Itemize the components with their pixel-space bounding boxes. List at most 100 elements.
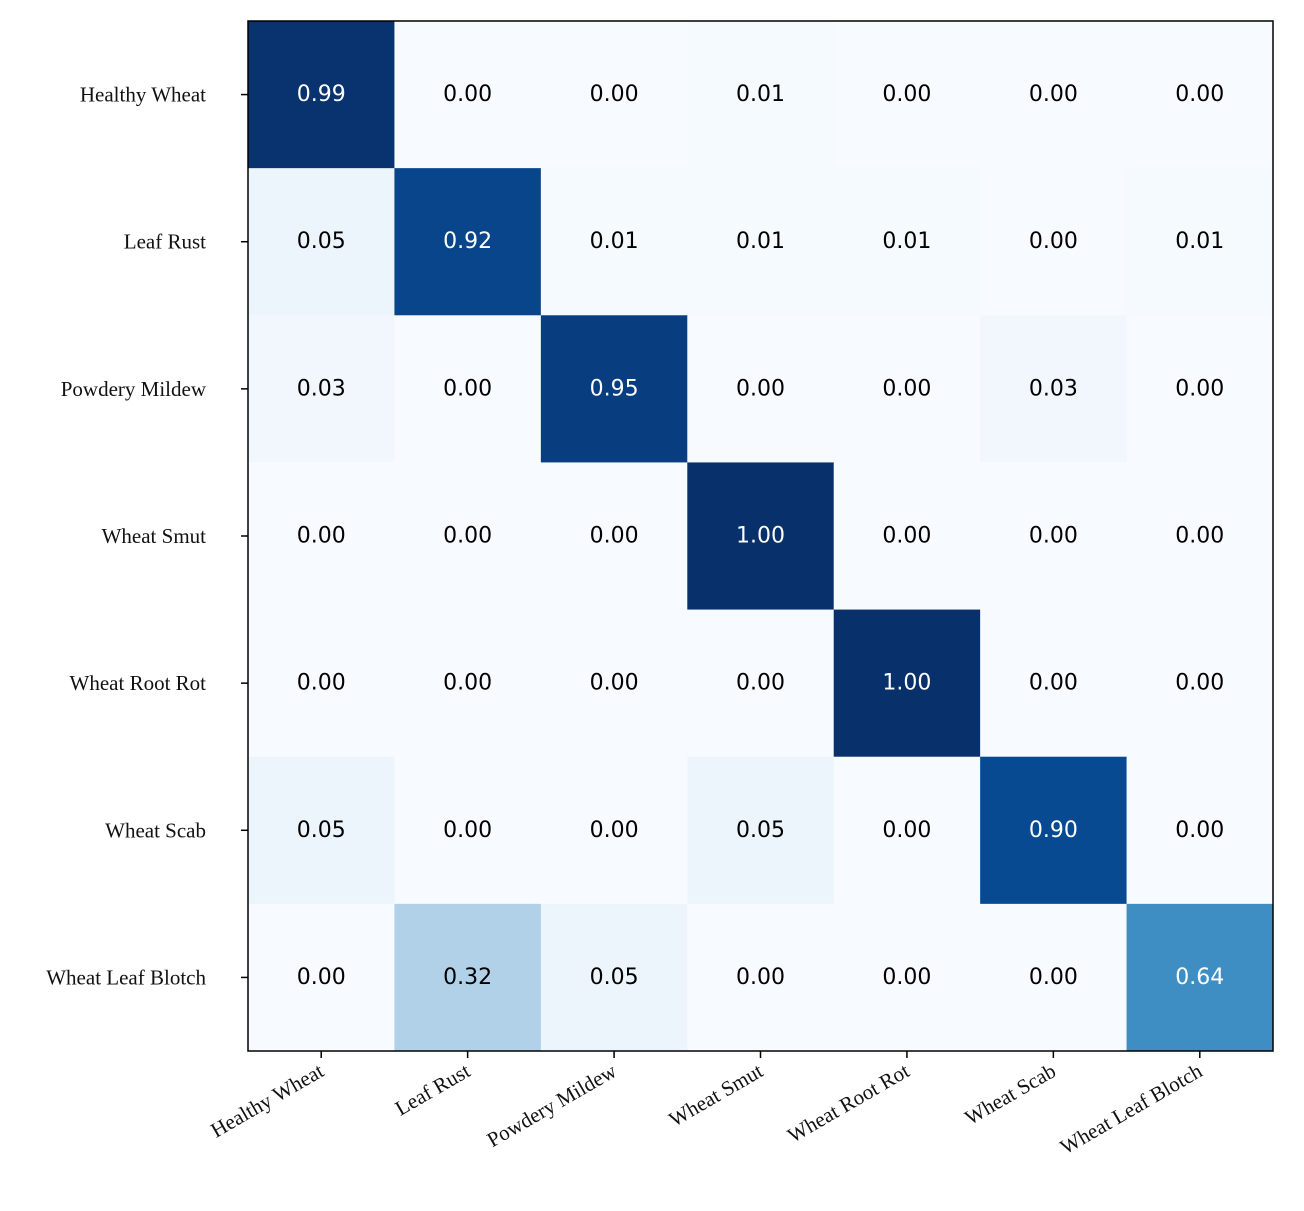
heatmap-cell [394, 315, 542, 463]
heatmap-cell [248, 168, 395, 316]
heatmap-cell [540, 21, 688, 169]
cell-value-label: 0.00 [590, 82, 639, 107]
cell-value-label: 0.00 [443, 524, 492, 549]
y-axis-ticks: Healthy Wheat Leaf Rust Powdery Mildew Whea… [46, 83, 248, 989]
heatmap-cell [980, 21, 1128, 169]
heatmap-cell [980, 168, 1128, 316]
cell-value-label: 0.99 [297, 82, 346, 107]
x-tick-label: Wheat Root Rot [783, 1058, 913, 1147]
heatmap-cell [540, 315, 688, 463]
heatmap-cell [980, 462, 1128, 611]
cell-value-label: 0.00 [1029, 82, 1078, 107]
cell-value-label: 0.00 [443, 82, 492, 107]
heatmap-cell [394, 21, 542, 169]
heatmap-cell [394, 903, 542, 1052]
x-tick-label: Leaf Rust [391, 1058, 474, 1120]
cell-value-label: 0.00 [443, 818, 492, 843]
cell-value-label: 0.03 [297, 376, 346, 401]
heatmap-cell [980, 315, 1128, 463]
x-tick-label: Wheat Smut [665, 1058, 768, 1131]
cell-value-label: 0.00 [1175, 671, 1224, 696]
cell-value-label: 0.00 [1175, 82, 1224, 107]
x-tick-label: Powdery Mildew [483, 1058, 622, 1152]
heatmap-cell [1126, 315, 1274, 463]
cell-value-label: 0.00 [590, 671, 639, 696]
heatmap-cell [687, 462, 835, 611]
heatmap-cell [248, 903, 395, 1052]
heatmap-cell [248, 462, 395, 611]
heatmap-cell [394, 756, 542, 905]
cell-value-label: 0.00 [1175, 524, 1224, 549]
heatmap-cell [687, 315, 835, 463]
heatmap-cell [833, 315, 981, 463]
cell-value-label: 0.01 [736, 229, 785, 254]
cell-value-label: 0.00 [443, 671, 492, 696]
x-tick-label: Wheat Scab [960, 1059, 1059, 1130]
heatmap-cell [980, 756, 1128, 905]
cell-value-label: 0.00 [297, 965, 346, 990]
x-axis-ticks: Healthy Wheat Leaf Rust Powdery Mildew Whea… [206, 1051, 1207, 1159]
cell-value-label: 0.05 [736, 818, 785, 843]
cell-value-labels: 0.99 0.00 0.00 0.01 0.00 0.00 0.00 0.05 0.92 0.01… [297, 82, 1225, 990]
cell-value-label: 0.00 [443, 376, 492, 401]
heatmap-cell [687, 903, 835, 1052]
heatmap-cell [687, 609, 835, 758]
heatmap-cell [394, 462, 542, 611]
heatmap-cell [833, 756, 981, 905]
heatmap-cell [833, 168, 981, 316]
heatmap-cell [540, 168, 688, 316]
heatmap-cell [394, 168, 542, 316]
cell-value-label: 0.90 [1029, 818, 1078, 843]
heatmap-cell [1126, 462, 1274, 611]
cell-value-label: 0.00 [1029, 524, 1078, 549]
cell-value-label: 0.00 [590, 818, 639, 843]
heatmap-cell [687, 756, 835, 905]
heatmap-cell [248, 756, 395, 905]
cell-value-label: 0.92 [443, 229, 492, 254]
cell-value-label: 1.00 [736, 524, 785, 549]
heatmap-cell [980, 903, 1128, 1052]
y-tick-label: Wheat Leaf Blotch [46, 965, 206, 989]
cell-value-label: 0.00 [882, 82, 931, 107]
cell-value-label: 0.01 [882, 229, 931, 254]
cell-value-label: 0.01 [736, 82, 785, 107]
cell-value-label: 0.00 [1029, 965, 1078, 990]
cell-value-label: 0.32 [443, 965, 492, 990]
cell-value-label: 0.01 [1175, 229, 1224, 254]
cell-value-label: 0.00 [1175, 818, 1224, 843]
heatmap-cell [687, 168, 835, 316]
y-tick-label: Wheat Smut [102, 524, 207, 548]
heatmap-cell [248, 315, 395, 463]
y-tick-label: Leaf Rust [124, 230, 206, 254]
cell-value-label: 0.05 [590, 965, 639, 990]
cell-value-label: 0.00 [736, 376, 785, 401]
heatmap-cells [248, 21, 1274, 1052]
cell-value-label: 0.05 [297, 818, 346, 843]
cell-value-label: 0.00 [882, 376, 931, 401]
heatmap-cell [833, 21, 981, 169]
heatmap-cell [833, 903, 981, 1052]
heatmap-cell [687, 21, 835, 169]
cell-value-label: 0.00 [1029, 671, 1078, 696]
cell-value-label: 0.00 [736, 671, 785, 696]
heatmap-cell [1126, 21, 1274, 169]
cell-value-label: 0.95 [590, 376, 639, 401]
heatmap-cell [248, 609, 395, 758]
heatmap-cell [248, 21, 395, 169]
cell-value-label: 0.00 [1029, 229, 1078, 254]
heatmap-cell [833, 609, 981, 758]
cell-value-label: 0.00 [736, 965, 785, 990]
cell-value-label: 0.00 [882, 818, 931, 843]
cell-value-label: 0.00 [590, 524, 639, 549]
heatmap-cell [540, 609, 688, 758]
heatmap-cell [394, 609, 542, 758]
cell-value-label: 1.00 [882, 671, 931, 696]
cell-value-label: 0.00 [297, 671, 346, 696]
heatmap-cell [540, 462, 688, 611]
heatmap-cell [1126, 609, 1274, 758]
heatmap-cell [1126, 756, 1274, 905]
cell-value-label: 0.00 [882, 965, 931, 990]
cell-value-label: 0.03 [1029, 376, 1078, 401]
cell-value-label: 0.00 [1175, 376, 1224, 401]
